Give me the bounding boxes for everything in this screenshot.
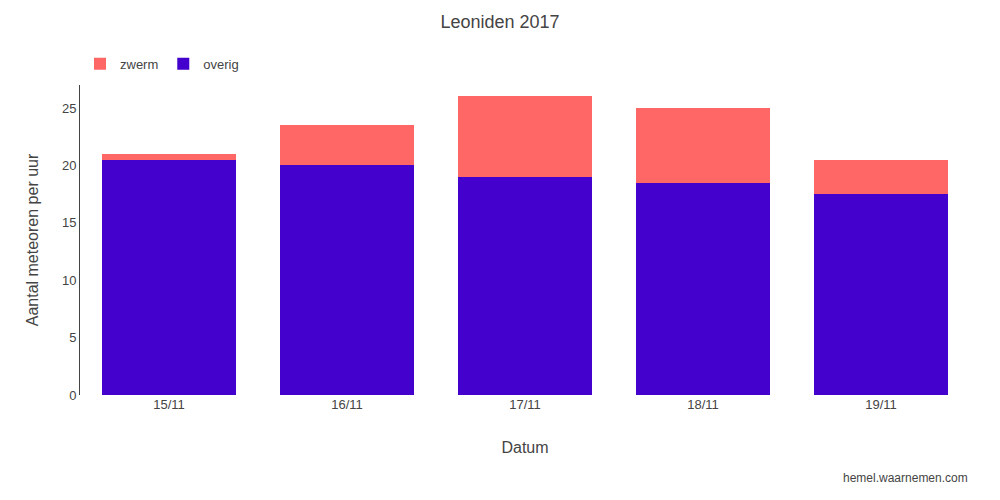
svg-text:25: 25 bbox=[62, 101, 76, 116]
svg-text:18/11: 18/11 bbox=[687, 397, 719, 412]
svg-text:15: 15 bbox=[62, 215, 76, 230]
svg-text:10: 10 bbox=[62, 273, 76, 288]
svg-text:Leoniden 2017: Leoniden 2017 bbox=[440, 12, 559, 32]
svg-text:19/11: 19/11 bbox=[865, 397, 897, 412]
svg-text:Aantal meteoren per uur: Aantal meteoren per uur bbox=[24, 153, 41, 326]
svg-text:overig: overig bbox=[203, 57, 238, 72]
svg-text:17/11: 17/11 bbox=[509, 397, 541, 412]
svg-text:15/11: 15/11 bbox=[153, 397, 185, 412]
svg-text:hemel.waarnemen.com: hemel.waarnemen.com bbox=[843, 471, 968, 485]
svg-text:5: 5 bbox=[69, 330, 76, 345]
svg-text:20: 20 bbox=[62, 158, 76, 173]
svg-text:Datum: Datum bbox=[501, 439, 548, 456]
svg-text:zwerm: zwerm bbox=[120, 57, 158, 72]
svg-text:16/11: 16/11 bbox=[331, 397, 363, 412]
svg-text:0: 0 bbox=[69, 388, 76, 403]
